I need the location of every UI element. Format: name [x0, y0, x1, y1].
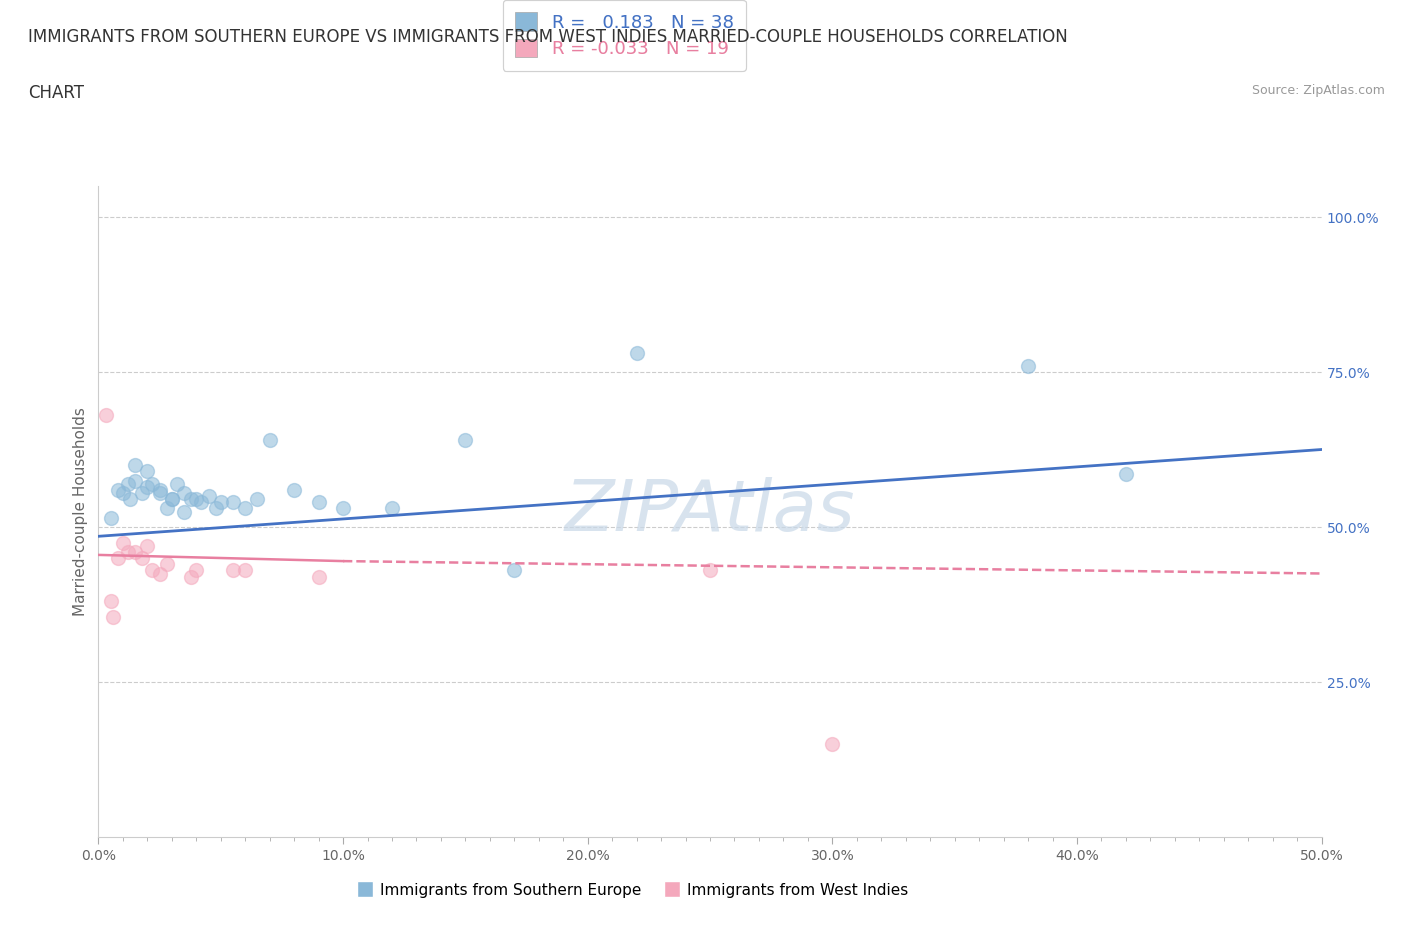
Point	[209, 495, 232, 510]
Point	[141, 563, 163, 578]
Point	[454, 432, 477, 447]
Point	[246, 492, 269, 507]
Point	[136, 464, 159, 479]
Point	[283, 483, 305, 498]
Point	[107, 483, 129, 498]
Point	[503, 563, 526, 578]
Point	[173, 504, 195, 519]
Point	[821, 737, 844, 751]
Point	[1017, 358, 1039, 373]
Point	[180, 569, 202, 584]
Point	[166, 476, 188, 491]
Point	[186, 563, 208, 578]
Point	[1115, 467, 1137, 482]
Legend: R =   0.183   N = 38, R = -0.033   N = 19: R = 0.183 N = 38, R = -0.033 N = 19	[503, 0, 747, 71]
Text: ZIPAtlas: ZIPAtlas	[565, 477, 855, 546]
Point	[131, 485, 153, 500]
Point	[111, 485, 134, 500]
Point	[233, 563, 256, 578]
Point	[222, 563, 245, 578]
Point	[124, 458, 146, 472]
Text: Source: ZipAtlas.com: Source: ZipAtlas.com	[1251, 84, 1385, 97]
Point	[101, 609, 124, 624]
Point	[197, 488, 219, 503]
Point	[107, 551, 129, 565]
Point	[259, 432, 281, 447]
Point	[308, 495, 330, 510]
Point	[100, 511, 122, 525]
Point	[699, 563, 721, 578]
Point	[136, 538, 159, 553]
Point	[626, 346, 648, 361]
Point	[94, 408, 117, 423]
Point	[124, 544, 146, 559]
Point	[156, 557, 179, 572]
Point	[186, 492, 208, 507]
Point	[149, 485, 172, 500]
Point	[117, 544, 139, 559]
Point	[381, 501, 404, 516]
Point	[131, 551, 153, 565]
Text: IMMIGRANTS FROM SOUTHERN EUROPE VS IMMIGRANTS FROM WEST INDIES MARRIED-COUPLE HO: IMMIGRANTS FROM SOUTHERN EUROPE VS IMMIG…	[28, 28, 1069, 46]
Point	[332, 501, 354, 516]
Point	[222, 495, 245, 510]
Point	[173, 485, 195, 500]
Point	[117, 476, 139, 491]
Point	[120, 492, 142, 507]
Point	[111, 535, 134, 550]
Point	[149, 483, 172, 498]
Point	[156, 501, 179, 516]
Point	[160, 492, 183, 507]
Point	[149, 566, 172, 581]
Point	[233, 501, 256, 516]
Point	[100, 594, 122, 609]
Point	[205, 501, 228, 516]
Point	[180, 492, 202, 507]
Y-axis label: Married-couple Households: Married-couple Households	[73, 407, 89, 616]
Point	[190, 495, 212, 510]
Point	[160, 492, 183, 507]
Point	[308, 569, 330, 584]
Text: CHART: CHART	[28, 84, 84, 101]
Point	[124, 473, 146, 488]
Point	[136, 479, 159, 494]
Legend: Immigrants from Southern Europe, Immigrants from West Indies: Immigrants from Southern Europe, Immigra…	[352, 877, 914, 904]
Point	[141, 476, 163, 491]
